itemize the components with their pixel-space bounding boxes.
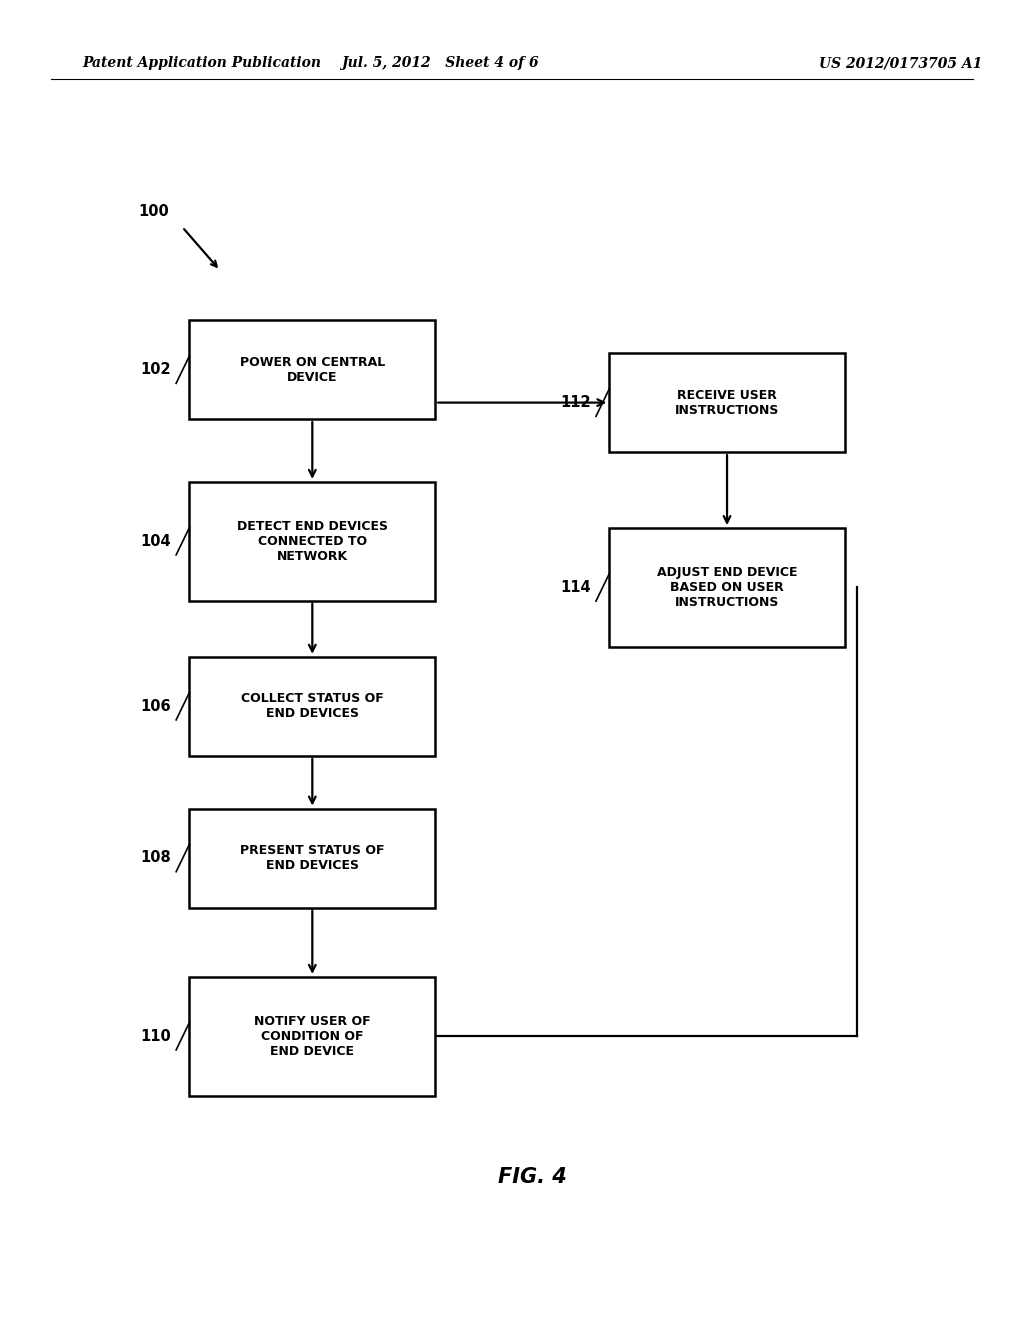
Text: POWER ON CENTRAL
DEVICE: POWER ON CENTRAL DEVICE <box>240 355 385 384</box>
Bar <box>189 808 435 908</box>
Text: 106: 106 <box>140 698 171 714</box>
Text: DETECT END DEVICES
CONNECTED TO
NETWORK: DETECT END DEVICES CONNECTED TO NETWORK <box>237 520 388 562</box>
Bar <box>189 656 435 755</box>
Bar <box>189 482 435 601</box>
Text: ADJUST END DEVICE
BASED ON USER
INSTRUCTIONS: ADJUST END DEVICE BASED ON USER INSTRUCT… <box>656 566 798 609</box>
Text: RECEIVE USER
INSTRUCTIONS: RECEIVE USER INSTRUCTIONS <box>675 388 779 417</box>
Text: Jul. 5, 2012   Sheet 4 of 6: Jul. 5, 2012 Sheet 4 of 6 <box>342 57 539 70</box>
Text: US 2012/0173705 A1: US 2012/0173705 A1 <box>819 57 982 70</box>
Text: 104: 104 <box>140 533 171 549</box>
Text: 112: 112 <box>560 395 591 411</box>
Bar <box>609 354 845 451</box>
Text: 110: 110 <box>140 1028 171 1044</box>
Bar <box>189 977 435 1096</box>
Bar <box>189 321 435 420</box>
Text: NOTIFY USER OF
CONDITION OF
END DEVICE: NOTIFY USER OF CONDITION OF END DEVICE <box>254 1015 371 1057</box>
Text: FIG. 4: FIG. 4 <box>498 1167 567 1188</box>
Bar <box>609 528 845 647</box>
Text: 100: 100 <box>138 203 169 219</box>
Text: 102: 102 <box>140 362 171 378</box>
Text: 114: 114 <box>560 579 591 595</box>
Text: Patent Application Publication: Patent Application Publication <box>82 57 321 70</box>
Text: COLLECT STATUS OF
END DEVICES: COLLECT STATUS OF END DEVICES <box>241 692 384 721</box>
Text: PRESENT STATUS OF
END DEVICES: PRESENT STATUS OF END DEVICES <box>240 843 385 873</box>
Text: 108: 108 <box>140 850 171 866</box>
